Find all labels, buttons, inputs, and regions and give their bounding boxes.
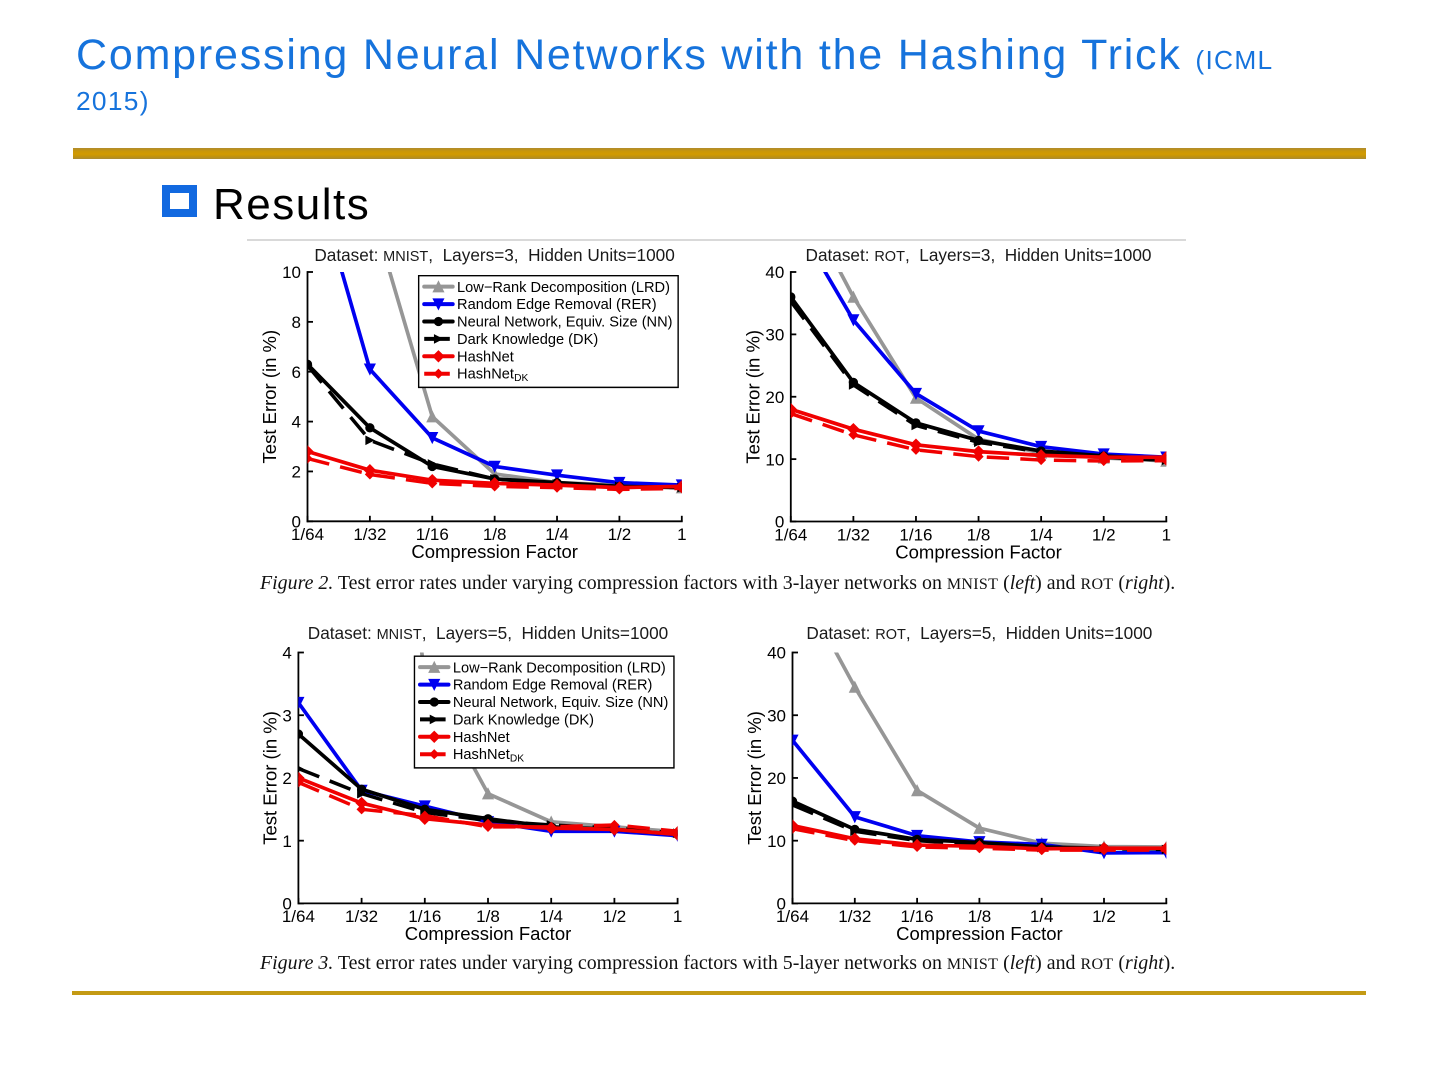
svg-text:Low−Rank Decomposition (LRD): Low−Rank Decomposition (LRD) — [457, 280, 670, 296]
svg-text:1/32: 1/32 — [837, 525, 870, 544]
svg-text:10: 10 — [282, 263, 301, 282]
svg-text:1/2: 1/2 — [1092, 525, 1116, 544]
svg-text:1/8: 1/8 — [967, 525, 991, 544]
svg-text:Dark Knowledge (DK): Dark Knowledge (DK) — [457, 332, 598, 348]
svg-text:4: 4 — [292, 413, 301, 432]
svg-text:0: 0 — [282, 895, 291, 914]
svg-text:1: 1 — [677, 525, 686, 544]
svg-text:0: 0 — [777, 895, 786, 914]
svg-text:6: 6 — [292, 363, 301, 382]
svg-text:20: 20 — [765, 388, 784, 407]
svg-text:1/4: 1/4 — [1029, 525, 1053, 544]
svg-text:40: 40 — [767, 644, 786, 663]
svg-text:10: 10 — [765, 450, 784, 469]
svg-text:1/16: 1/16 — [408, 907, 441, 926]
svg-text:40: 40 — [765, 263, 784, 282]
svg-text:1: 1 — [1162, 907, 1171, 926]
svg-text:2: 2 — [292, 463, 301, 482]
svg-text:Neural Network, Equiv. Size (N: Neural Network, Equiv. Size (NN) — [457, 315, 672, 331]
svg-text:Random Edge Removal (RER): Random Edge Removal (RER) — [453, 678, 653, 694]
svg-text:HashNet: HashNet — [453, 730, 510, 746]
svg-text:30: 30 — [767, 706, 786, 725]
svg-text:1/64: 1/64 — [291, 525, 324, 544]
svg-text:1/32: 1/32 — [353, 525, 386, 544]
svg-text:Test Error (in %): Test Error (in %) — [260, 711, 281, 845]
svg-text:10: 10 — [767, 832, 786, 851]
svg-text:1/2: 1/2 — [603, 907, 627, 926]
svg-text:Compression Factor: Compression Factor — [896, 923, 1063, 944]
svg-text:Test Error (in %): Test Error (in %) — [259, 330, 280, 464]
svg-text:Test Error (in %): Test Error (in %) — [743, 330, 764, 464]
svg-text:1/2: 1/2 — [608, 525, 632, 544]
svg-text:1/4: 1/4 — [1030, 907, 1054, 926]
svg-text:1: 1 — [673, 907, 682, 926]
svg-text:1/16: 1/16 — [901, 907, 934, 926]
svg-text:1: 1 — [1162, 525, 1171, 544]
svg-text:2: 2 — [282, 769, 291, 788]
svg-text:1: 1 — [282, 832, 291, 851]
svg-text:Compression Factor: Compression Factor — [411, 541, 578, 562]
svg-text:1/32: 1/32 — [345, 907, 378, 926]
svg-text:1/16: 1/16 — [416, 525, 449, 544]
svg-text:Compression Factor: Compression Factor — [405, 923, 572, 944]
svg-text:H a s h: H a s h N e t D K — [453, 746, 524, 765]
svg-text:HashNet: HashNet — [457, 349, 514, 365]
svg-text:1/64: 1/64 — [282, 907, 315, 926]
svg-text:Compression Factor: Compression Factor — [895, 541, 1062, 562]
svg-text:1/64: 1/64 — [774, 525, 807, 544]
svg-text:Random Edge Removal (RER): Random Edge Removal (RER) — [457, 297, 657, 313]
svg-text:1/8: 1/8 — [476, 907, 500, 926]
svg-text:Dark Knowledge (DK): Dark Knowledge (DK) — [453, 712, 594, 728]
svg-text:30: 30 — [765, 326, 784, 345]
svg-text:1/32: 1/32 — [838, 907, 871, 926]
svg-text:1/4: 1/4 — [545, 525, 569, 544]
svg-text:3: 3 — [282, 706, 291, 725]
svg-text:H a s h: H a s h N e t D K — [457, 366, 528, 385]
svg-text:1/8: 1/8 — [968, 907, 992, 926]
svg-text:0: 0 — [292, 512, 301, 531]
svg-text:20: 20 — [767, 769, 786, 788]
svg-text:1/64: 1/64 — [776, 907, 809, 926]
svg-text:8: 8 — [292, 313, 301, 332]
svg-text:4: 4 — [282, 644, 291, 663]
svg-text:Neural Network, Equiv. Size (N: Neural Network, Equiv. Size (NN) — [453, 695, 668, 711]
svg-text:1/2: 1/2 — [1092, 907, 1116, 926]
svg-text:1/4: 1/4 — [539, 907, 563, 926]
svg-text:1/16: 1/16 — [899, 525, 932, 544]
svg-text:Test Error (in %): Test Error (in %) — [744, 711, 765, 845]
svg-text:Low−Rank Decomposition (LRD): Low−Rank Decomposition (LRD) — [453, 660, 666, 676]
svg-text:1/8: 1/8 — [483, 525, 507, 544]
svg-text:0: 0 — [775, 513, 784, 532]
